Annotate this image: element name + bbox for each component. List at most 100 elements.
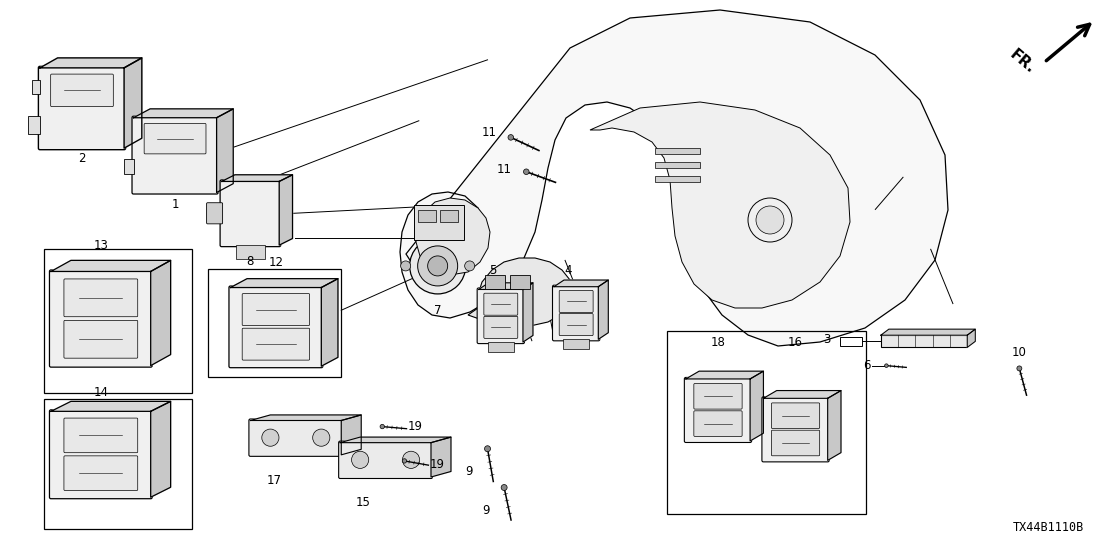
Text: 10: 10 xyxy=(1012,346,1027,359)
Bar xyxy=(485,275,505,289)
Text: 6: 6 xyxy=(863,359,871,372)
Text: 13: 13 xyxy=(93,239,109,252)
Polygon shape xyxy=(40,58,142,68)
FancyBboxPatch shape xyxy=(243,328,309,360)
Circle shape xyxy=(261,429,279,447)
Polygon shape xyxy=(51,401,171,411)
Polygon shape xyxy=(416,198,490,275)
Bar xyxy=(123,159,134,174)
Polygon shape xyxy=(479,283,533,289)
Bar xyxy=(840,337,862,346)
FancyBboxPatch shape xyxy=(64,456,137,490)
Text: 7: 7 xyxy=(434,304,441,316)
Polygon shape xyxy=(230,279,338,288)
Text: 12: 12 xyxy=(268,256,284,269)
Bar xyxy=(510,275,530,289)
Polygon shape xyxy=(598,280,608,339)
Bar xyxy=(667,331,866,514)
Bar xyxy=(655,176,700,182)
FancyBboxPatch shape xyxy=(478,288,524,343)
Text: 15: 15 xyxy=(356,496,371,509)
Bar xyxy=(44,249,192,393)
FancyBboxPatch shape xyxy=(339,441,432,479)
Bar xyxy=(881,335,967,347)
FancyBboxPatch shape xyxy=(64,418,137,453)
Text: 9: 9 xyxy=(465,465,473,478)
Polygon shape xyxy=(279,175,293,245)
FancyBboxPatch shape xyxy=(243,294,309,326)
Text: 18: 18 xyxy=(710,336,726,349)
FancyBboxPatch shape xyxy=(64,279,137,317)
Polygon shape xyxy=(250,415,361,420)
Text: 9: 9 xyxy=(482,504,490,517)
Bar xyxy=(655,162,700,168)
Bar xyxy=(655,148,700,154)
Circle shape xyxy=(501,485,507,490)
Polygon shape xyxy=(763,391,841,398)
Bar xyxy=(414,205,464,240)
Bar xyxy=(28,116,40,134)
FancyBboxPatch shape xyxy=(560,290,593,312)
Text: 4: 4 xyxy=(565,264,572,277)
Polygon shape xyxy=(554,280,608,287)
FancyBboxPatch shape xyxy=(64,320,137,358)
Bar xyxy=(44,399,192,529)
Circle shape xyxy=(884,364,889,367)
Polygon shape xyxy=(222,175,293,182)
Text: 14: 14 xyxy=(93,386,109,399)
Bar xyxy=(488,342,514,352)
FancyBboxPatch shape xyxy=(694,383,742,409)
Polygon shape xyxy=(750,371,763,441)
Polygon shape xyxy=(321,279,338,366)
Circle shape xyxy=(756,206,784,234)
Circle shape xyxy=(484,446,491,452)
Text: 17: 17 xyxy=(266,474,281,486)
Polygon shape xyxy=(341,415,361,455)
FancyBboxPatch shape xyxy=(229,286,322,368)
Polygon shape xyxy=(967,329,975,347)
Bar xyxy=(440,210,458,222)
Polygon shape xyxy=(468,258,572,326)
Text: 2: 2 xyxy=(79,152,85,165)
FancyBboxPatch shape xyxy=(249,419,342,456)
FancyBboxPatch shape xyxy=(560,314,593,336)
Text: FR.: FR. xyxy=(1007,47,1038,76)
FancyBboxPatch shape xyxy=(51,74,113,106)
FancyBboxPatch shape xyxy=(206,203,223,224)
FancyBboxPatch shape xyxy=(484,293,517,315)
FancyBboxPatch shape xyxy=(132,116,218,194)
Polygon shape xyxy=(151,260,171,366)
Polygon shape xyxy=(151,401,171,497)
Circle shape xyxy=(428,256,448,276)
Circle shape xyxy=(401,261,411,271)
Circle shape xyxy=(464,261,474,271)
Polygon shape xyxy=(431,437,451,477)
Text: 11: 11 xyxy=(481,126,496,139)
Text: 11: 11 xyxy=(496,163,512,176)
Text: 19: 19 xyxy=(408,420,423,433)
Bar xyxy=(32,80,40,94)
Polygon shape xyxy=(340,437,451,443)
FancyBboxPatch shape xyxy=(771,403,820,428)
Text: 1: 1 xyxy=(172,198,178,211)
Polygon shape xyxy=(216,109,233,192)
Circle shape xyxy=(351,451,369,469)
Text: 16: 16 xyxy=(788,336,803,349)
Bar xyxy=(236,245,265,259)
Circle shape xyxy=(402,459,407,463)
Circle shape xyxy=(418,246,458,286)
Circle shape xyxy=(1017,366,1022,371)
FancyBboxPatch shape xyxy=(484,316,517,338)
Circle shape xyxy=(748,198,792,242)
FancyBboxPatch shape xyxy=(144,124,206,154)
Polygon shape xyxy=(828,391,841,460)
Bar xyxy=(418,210,437,222)
Circle shape xyxy=(312,429,330,447)
Polygon shape xyxy=(124,58,142,148)
Text: 8: 8 xyxy=(247,255,254,268)
FancyBboxPatch shape xyxy=(50,410,152,499)
Polygon shape xyxy=(51,260,171,271)
Polygon shape xyxy=(881,329,975,335)
FancyBboxPatch shape xyxy=(771,430,820,456)
Circle shape xyxy=(523,169,530,175)
